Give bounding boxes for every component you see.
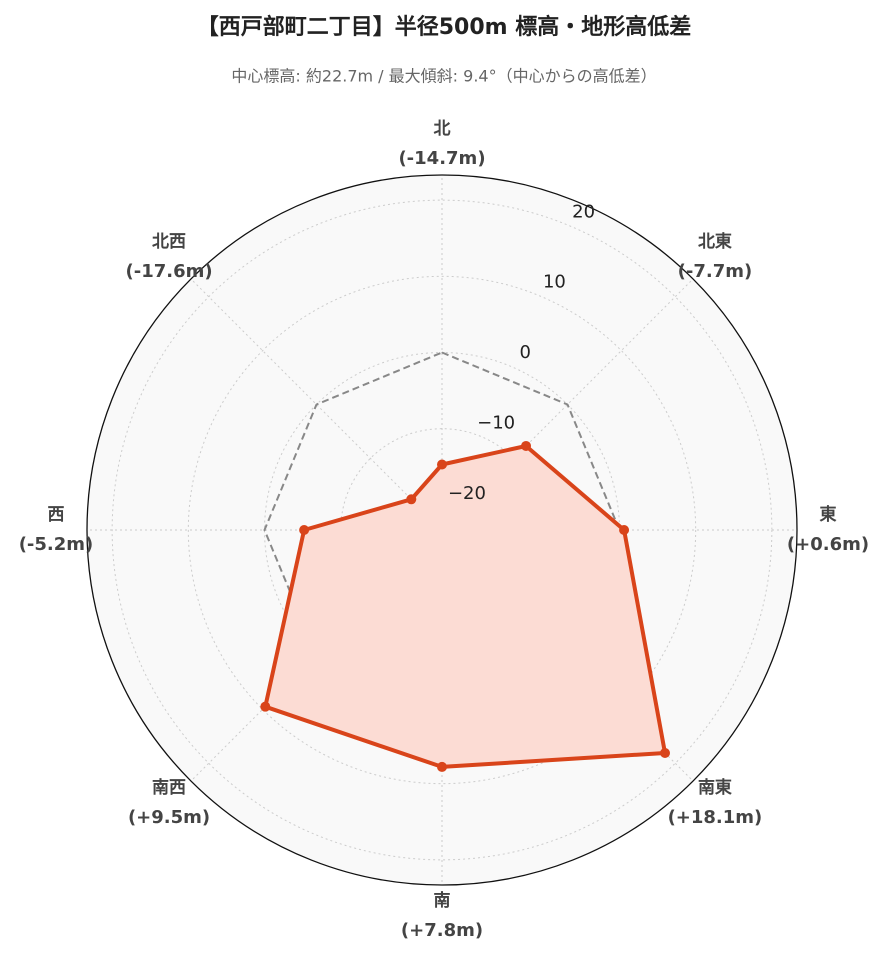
data-point — [437, 761, 447, 772]
r-tick-label: −20 — [448, 483, 486, 504]
r-tick-label: 0 — [520, 342, 531, 363]
category-label: 南東 — [698, 777, 732, 798]
category-label: 東 — [820, 504, 837, 525]
category-label: 南西 — [152, 777, 186, 798]
value-label: (-7.7m) — [678, 261, 753, 282]
data-point — [406, 494, 417, 505]
grid-circle — [111, 199, 773, 861]
category-label: 北東 — [698, 231, 732, 252]
category-label: 西 — [48, 505, 65, 525]
value-label: (+18.1m) — [668, 807, 763, 828]
r-tick-label: −10 — [477, 412, 515, 433]
value-label: (+0.6m) — [787, 534, 869, 555]
spoke — [441, 278, 694, 531]
category-label: 北西 — [152, 232, 186, 252]
data-point — [437, 459, 447, 470]
spoke — [190, 529, 443, 782]
value-label: (-5.2m) — [19, 534, 94, 555]
chart-title: 【西戸部町二丁目】半径500m 標高・地形高低差 — [197, 14, 692, 40]
data-point — [619, 525, 630, 535]
value-label: (-17.6m) — [126, 261, 213, 282]
data-point — [260, 701, 271, 712]
spoke — [190, 278, 443, 531]
chart-subtitle: 中心標高: 約22.7m / 最大傾斜: 9.4°（中心からの高低差） — [231, 67, 656, 86]
plot-border — [86, 174, 798, 886]
r-tick-label: 20 — [572, 201, 595, 222]
data-point — [521, 440, 532, 451]
grid-circle — [187, 275, 697, 785]
value-label: (-14.7m) — [398, 148, 485, 169]
value-label: (+9.5m) — [128, 807, 210, 828]
data-point — [299, 525, 310, 535]
category-label: 北 — [434, 119, 451, 139]
value-label: (+7.8m) — [401, 920, 483, 941]
category-label: 南 — [434, 890, 451, 911]
r-tick-label: 10 — [543, 272, 566, 293]
data-point — [660, 748, 671, 759]
